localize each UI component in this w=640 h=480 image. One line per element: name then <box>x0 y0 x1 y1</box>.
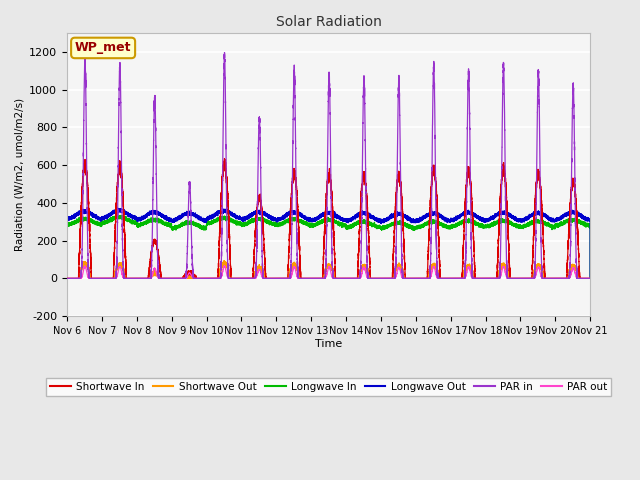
X-axis label: Time: Time <box>315 338 342 348</box>
Text: WP_met: WP_met <box>75 41 131 54</box>
Y-axis label: Radiation (W/m2, umol/m2/s): Radiation (W/m2, umol/m2/s) <box>15 98 25 251</box>
Title: Solar Radiation: Solar Radiation <box>276 15 381 29</box>
Legend: Shortwave In, Shortwave Out, Longwave In, Longwave Out, PAR in, PAR out: Shortwave In, Shortwave Out, Longwave In… <box>45 378 611 396</box>
